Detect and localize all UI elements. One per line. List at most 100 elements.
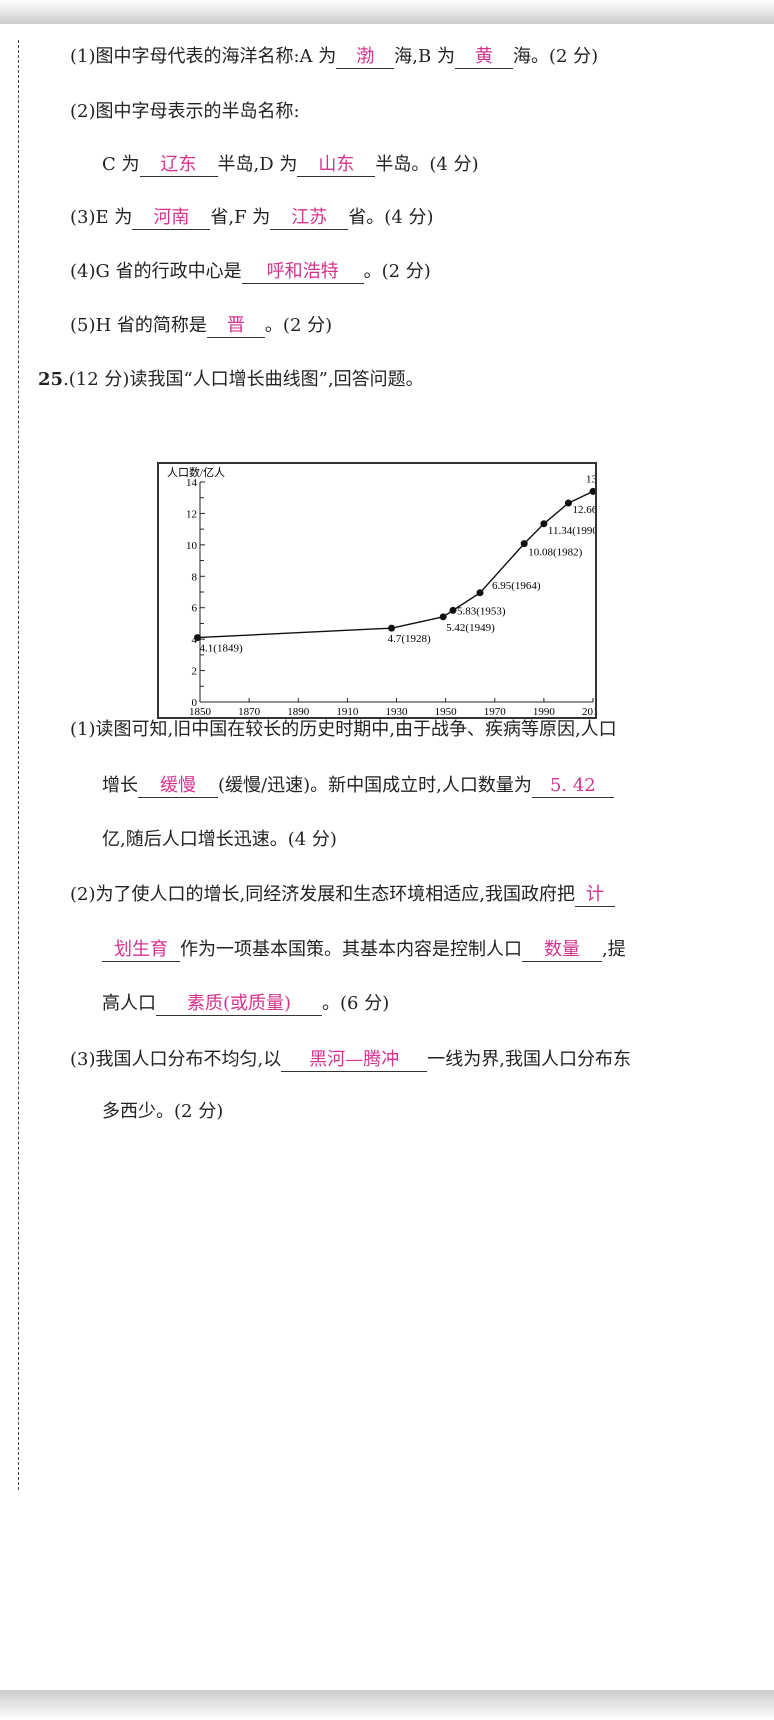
question-text: 省,F 为 [210, 207, 271, 228]
question-line: 多西少。(2 分) [102, 1100, 223, 1124]
x-tick-label: 1950 [435, 706, 458, 717]
question-text: ,提 [602, 939, 626, 960]
data-point [476, 589, 484, 597]
data-label: 10.08(1982) [528, 547, 582, 559]
question-text: 海,B 为 [394, 46, 455, 67]
data-label: 4.7(1928) [388, 633, 431, 645]
question-line: (1)读图可知,旧中国在较长的历史时期中,由于战争、疾病等原因,人口 [70, 718, 617, 742]
question-text: 亿,随后人口增长迅速。(4 分) [102, 829, 337, 850]
question-text: 。(2 分) [264, 315, 333, 336]
data-point [540, 520, 548, 528]
data-label: 11.34(1990) [548, 525, 595, 537]
y-tick-label: 10 [186, 540, 198, 552]
question-line: (4)G 省的行政中心是 呼和浩特 。(2 分) [70, 260, 431, 284]
binding-dashed-line [18, 40, 19, 1490]
bottom-shadow-bar [0, 1690, 774, 1720]
x-tick-label: 1990 [533, 706, 556, 717]
question-text: (3)E 为 [70, 207, 133, 228]
data-label: 13.40(2010) [586, 473, 595, 485]
data-point [439, 613, 447, 621]
question-line: 25.(12 分)读我国“人口增长曲线图”,回答问题。 [38, 368, 424, 392]
question-text: 一线为界,我国人口分布东 [427, 1049, 631, 1070]
y-tick-label: 12 [186, 508, 197, 520]
x-tick-label: 1850 [189, 706, 212, 717]
data-label: 5.83(1953) [457, 605, 506, 617]
data-label: 6.95(1964) [492, 580, 541, 592]
data-point [564, 499, 572, 507]
data-label: 12.66(2000) [572, 504, 595, 516]
population-line [197, 490, 594, 639]
answer-blank: 黄 [454, 46, 513, 69]
question-text: (5)H 省的简称是 [70, 315, 207, 336]
x-tick-label: 1870 [238, 706, 261, 717]
y-tick-label: 0 [192, 697, 198, 709]
question-text: 半岛。(4 分) [375, 154, 479, 175]
top-shadow-bar [0, 0, 774, 24]
question-text: (2)图中字母表示的半岛名称: [70, 101, 300, 122]
answer-blank: 河南 [132, 207, 211, 230]
question-line: (3)我国人口分布不均匀,以 黑河—腾冲 一线为界,我国人口分布东 [70, 1048, 631, 1072]
question-text: (1)读图可知,旧中国在较长的历史时期中,由于战争、疾病等原因,人口 [70, 719, 617, 740]
answer-blank: 辽东 [139, 154, 218, 177]
question-line: (5)H 省的简称是晋。(2 分) [70, 314, 332, 338]
question-text: 半岛,D 为 [217, 154, 298, 175]
answer-blank: 黑河—腾冲 [281, 1049, 428, 1072]
question-line: (1)图中字母代表的海洋名称:A 为渤海,B 为黄海。(2 分) [70, 45, 598, 69]
x-tick-label: 1930 [386, 706, 409, 717]
answer-blank: 晋 [206, 315, 265, 338]
question-line: (3)E 为河南 省,F 为江苏 省。(4 分) [70, 206, 434, 230]
question-line: 增长 缓慢 (缓慢/迅速)。新中国成立时,人口数量为 5. 42 [102, 774, 614, 798]
y-tick-label: 8 [192, 571, 198, 583]
answer-blank: 素质(或质量) [156, 993, 322, 1016]
answer-blank: 5. 42 [531, 775, 614, 798]
question-text: .(12 分)读我国“人口增长曲线图”,回答问题。 [63, 369, 424, 390]
question-text: 海。(2 分) [512, 46, 599, 67]
answer-blank: 呼和浩特 [241, 261, 364, 284]
population-chart: 1850 1870 1890 1910 1930 1950 1970 1990 2010 0 2 4 6… [157, 462, 640, 719]
y-tick-label: 4 [192, 634, 198, 646]
data-point [449, 606, 457, 614]
y-tick-label: 2 [192, 666, 198, 678]
answer-blank: 计 [574, 884, 615, 907]
x-tick-label: 1910 [336, 706, 359, 717]
question-text: (1)图中字母代表的海洋名称:A 为 [70, 46, 337, 67]
data-label: 5.42(1949) [446, 622, 495, 634]
question-text: 省。(4 分) [348, 207, 434, 228]
x-tick-label: 1970 [484, 706, 507, 717]
population-chart-svg: 1850 1870 1890 1910 1930 1950 1970 1990 2010 0 2 4 6… [167, 466, 640, 718]
question-text: 。(6 分) [322, 993, 390, 1014]
y-tick-label: 6 [192, 603, 198, 615]
data-point [388, 624, 396, 632]
question-line: 划生育 作为一项基本国策。其基本内容是控制人口 数量 ,提 [102, 938, 626, 962]
question-text: (缓慢/迅速)。新中国成立时,人口数量为 [218, 775, 532, 796]
answer-blank: 江苏 [270, 207, 349, 230]
question-text: 多西少。(2 分) [102, 1101, 224, 1122]
answer-blank: 渤 [336, 46, 395, 69]
question-line: 亿,随后人口增长迅速。(4 分) [102, 828, 337, 852]
question-line: 高人口 素质(或质量) 。(6 分) [102, 992, 389, 1016]
question-text: 。(2 分) [363, 261, 431, 282]
question-text: (4)G 省的行政中心是 [70, 261, 242, 282]
question-text: 高人口 [102, 993, 156, 1014]
answer-blank: 数量 [522, 939, 602, 962]
y-tick-label: 14 [186, 477, 198, 489]
question-line: (2)图中字母表示的半岛名称: [70, 100, 300, 124]
data-point [520, 540, 528, 548]
answer-blank: 划生育 [102, 939, 180, 962]
question-number: 25 [38, 369, 64, 390]
answer-blank: 缓慢 [138, 775, 218, 798]
y-axis-title: 人口数/亿人 [167, 466, 225, 479]
question-text: 增长 [102, 775, 138, 796]
x-tick-label: 2010 [582, 706, 595, 717]
answer-blank: 山东 [297, 154, 376, 177]
data-point [194, 634, 202, 642]
x-tick-label: 1890 [287, 706, 310, 717]
question-text: C 为 [102, 154, 140, 175]
data-point [589, 487, 597, 495]
question-text: (3)我国人口分布不均匀,以 [70, 1049, 282, 1070]
question-line: C 为辽东 半岛,D 为山东 半岛。(4 分) [102, 153, 479, 177]
question-text: (2)为了使人口的增长,同经济发展和生态环境相适应,我国政府把 [70, 884, 575, 905]
question-text: 作为一项基本国策。其基本内容是控制人口 [180, 939, 522, 960]
question-line: (2)为了使人口的增长,同经济发展和生态环境相适应,我国政府把计 [70, 883, 615, 907]
data-label: 4.1(1849) [200, 643, 243, 655]
